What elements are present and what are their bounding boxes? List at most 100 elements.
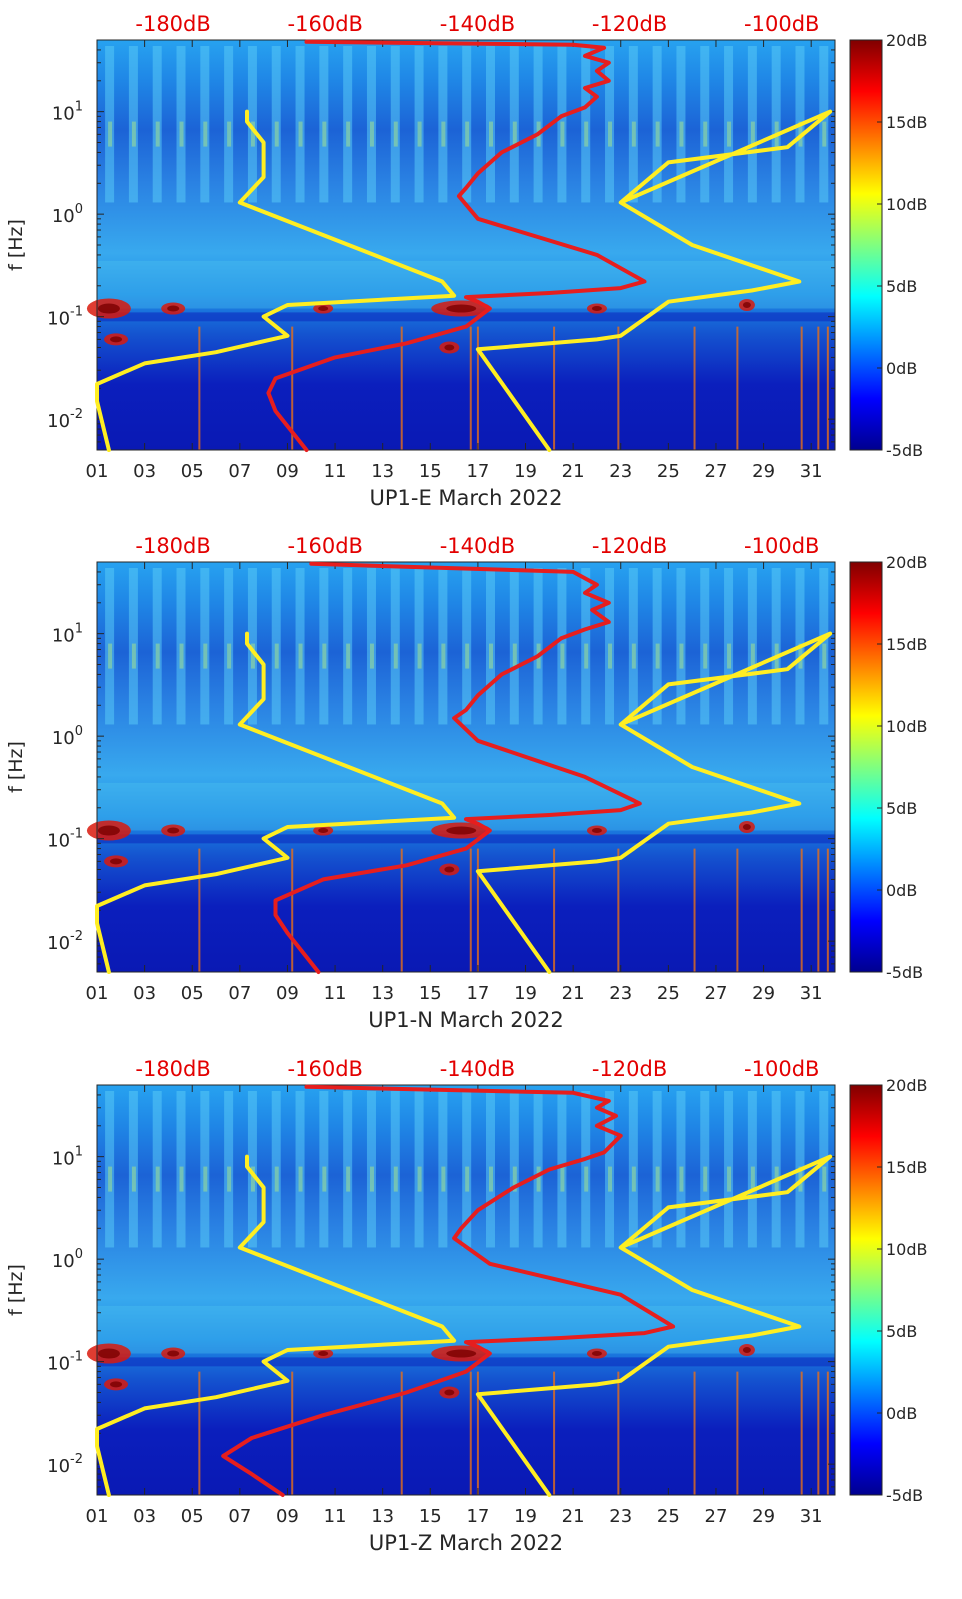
day-stripe [700, 1091, 710, 1248]
day-stripe-highlight [131, 121, 136, 147]
day-stripe [700, 568, 710, 725]
colorbar-label: 10dB [886, 717, 928, 736]
day-stripe [224, 1091, 234, 1248]
colorbar-label: 20dB [886, 553, 928, 572]
day-stripe [771, 1091, 781, 1248]
x-tick-label: 19 [514, 461, 537, 482]
day-stripe [747, 1091, 757, 1248]
day-stripe [176, 1091, 186, 1248]
day-stripe-highlight [488, 643, 493, 669]
low-band-gap [97, 312, 835, 322]
colorbar-label: -5dB [886, 441, 923, 460]
colorbar [849, 39, 883, 451]
x-tick-label: 15 [419, 983, 442, 1004]
day-stripe [152, 1091, 162, 1248]
day-stripe-highlight [822, 643, 827, 669]
yellow-model-a [95, 109, 457, 452]
x-tick-label: 11 [324, 983, 347, 1004]
hotspot-core [446, 826, 477, 835]
day-stripe-highlight [703, 121, 708, 147]
day-stripe [462, 46, 472, 203]
red-noise-curve [266, 39, 647, 452]
x-tick-label: 31 [800, 983, 823, 1004]
transient-spikes [198, 848, 829, 972]
hotspot-core [591, 1351, 602, 1357]
day-stripe-highlight [512, 643, 517, 669]
day-stripe-highlight [155, 1166, 160, 1192]
day-stripe [366, 1091, 376, 1248]
day-stripe [747, 568, 757, 725]
hotspot-core [167, 305, 180, 312]
storm-hotspots [86, 820, 755, 876]
day-stripe-highlight [417, 121, 422, 147]
day-stripe-highlight [536, 1166, 541, 1192]
day-stripe-highlight [203, 121, 208, 147]
y-tick-label: 10-2 [47, 1452, 83, 1477]
day-stripe-highlight [108, 1166, 113, 1192]
day-stripe [414, 46, 424, 203]
hotspot-core [318, 1351, 329, 1357]
day-stripe [224, 46, 234, 203]
day-stripe-highlight [274, 121, 279, 147]
day-stripe [414, 568, 424, 725]
day-stripe [343, 568, 353, 725]
hotspot-core [97, 1348, 120, 1359]
day-stripe-highlight [584, 643, 589, 669]
day-stripe [605, 46, 615, 203]
top-db-label: -120dB [592, 534, 667, 558]
x-tick-label: 21 [562, 983, 585, 1004]
day-stripe [509, 568, 519, 725]
day-stripe [438, 1091, 448, 1248]
colorbar-label: -5dB [886, 1486, 923, 1505]
y-tick-label: 101 [52, 1145, 83, 1170]
colorbar-label: 5dB [886, 277, 917, 296]
day-stripe-highlight [750, 643, 755, 669]
top-db-label: -100dB [744, 534, 819, 558]
yellow-model-b [475, 109, 833, 452]
day-stripe-highlight [108, 121, 113, 147]
top-db-label: -160dB [288, 534, 363, 558]
day-stripe [676, 568, 686, 725]
x-tick-label: 13 [371, 1506, 394, 1527]
top-db-label: -160dB [288, 1057, 363, 1081]
microseism-band [97, 260, 835, 309]
hotspot-core [97, 825, 120, 836]
hotspot-core [444, 866, 455, 873]
day-stripe-highlight [203, 643, 208, 669]
day-stripe-highlight [750, 1166, 755, 1192]
colorbar-label: 20dB [886, 1076, 928, 1095]
y-axis-label: f [Hz] [5, 741, 27, 793]
day-stripe [509, 1091, 519, 1248]
x-tick-label: 09 [276, 1506, 299, 1527]
top-db-label: -100dB [744, 1057, 819, 1081]
colorbar-label: 0dB [886, 881, 917, 900]
x-tick-label: 05 [181, 983, 204, 1004]
top-db-label: -180dB [135, 1057, 210, 1081]
day-stripe-highlight [512, 121, 517, 147]
day-stripe-highlight [227, 121, 232, 147]
day-stripe [247, 1091, 257, 1248]
x-axis-label: UP1-E March 2022 [369, 486, 562, 510]
colorbar-label: 20dB [886, 31, 928, 50]
day-stripe [676, 1091, 686, 1248]
day-stripe [128, 568, 138, 725]
x-tick-label: 23 [609, 1506, 632, 1527]
x-tick-label: 05 [181, 461, 204, 482]
day-stripe [247, 46, 257, 203]
x-axis-label: UP1-N March 2022 [368, 1008, 564, 1032]
day-stripe [319, 46, 329, 203]
day-stripe [414, 1091, 424, 1248]
hotspot-core [446, 304, 477, 313]
day-stripe-highlight [727, 1166, 732, 1192]
day-stripe-highlight [274, 1166, 279, 1192]
day-stripe [485, 46, 495, 203]
y-tick-label: 10-1 [47, 305, 83, 330]
x-tick-label: 27 [705, 461, 728, 482]
day-stripe-highlight [631, 121, 636, 147]
day-stripe [652, 568, 662, 725]
y-tick-label: 101 [52, 622, 83, 647]
microseism-band [97, 1305, 835, 1354]
x-tick-label: 25 [657, 1506, 680, 1527]
day-stripe [724, 46, 734, 203]
